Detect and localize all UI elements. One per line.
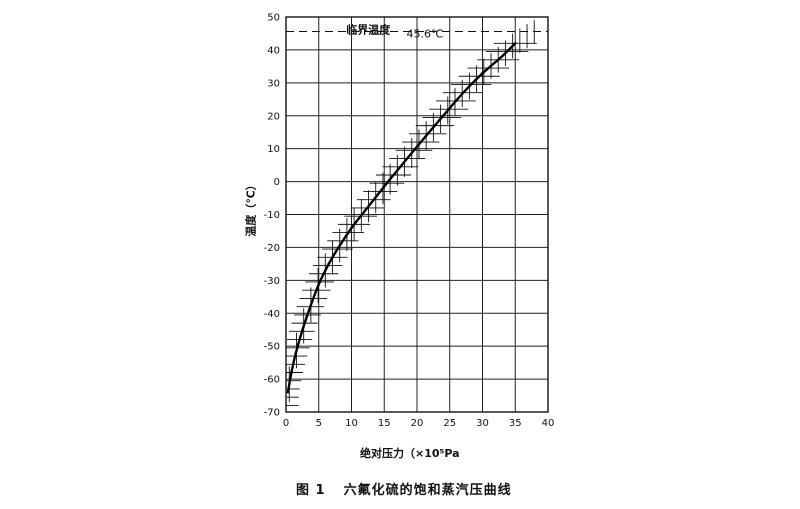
data-point	[389, 177, 392, 180]
figure-title: 六氟化硫的饱和蒸汽压曲线	[343, 483, 512, 498]
plot-frame	[285, 16, 549, 413]
x-tick-label: 30	[476, 418, 489, 429]
data-point	[376, 193, 379, 196]
y-tick-label: 10	[267, 144, 280, 155]
data-point	[514, 42, 517, 45]
y-tick-label: 50	[267, 13, 280, 24]
x-tick-label: 40	[542, 418, 555, 429]
annotation-layer: 临界温度 45.6℃	[286, 22, 548, 40]
y-tick-label: 20	[267, 111, 280, 122]
data-point	[461, 91, 465, 94]
data-point	[500, 55, 504, 58]
y-tick-label: -10	[264, 210, 280, 221]
data-point	[294, 351, 298, 354]
data-point	[405, 157, 409, 160]
y-axis-label: 温度（℃）	[244, 179, 258, 237]
y-tick-label: -40	[264, 309, 280, 320]
saturation-curve	[286, 42, 517, 394]
x-tick-label: 35	[509, 418, 522, 429]
data-point	[350, 226, 353, 229]
series-layer	[286, 42, 517, 394]
data-point	[317, 282, 320, 285]
data-point	[290, 371, 293, 374]
data-point	[481, 71, 484, 75]
data-point	[337, 246, 340, 249]
data-point	[309, 305, 312, 308]
x-tick-label: 20	[411, 418, 424, 429]
data-point	[301, 328, 304, 331]
critical-temperature-label: 临界温度	[346, 22, 391, 36]
y-tick-label: 30	[267, 78, 280, 89]
x-tick-label: 15	[378, 418, 391, 429]
tick-label-layer: 0 5 10 15 20 25 30 35 40 -70 -60 -50 -40 -30 -20 -10 0 10…	[264, 13, 555, 430]
y-tick-label: 0	[274, 177, 280, 188]
axes-layer	[285, 16, 549, 413]
y-tick-label: -60	[264, 375, 280, 386]
x-tick-label: 0	[283, 418, 289, 429]
data-point	[363, 210, 366, 213]
y-tick-label: -20	[264, 243, 280, 254]
data-point	[422, 137, 425, 140]
x-tick-label: 10	[345, 418, 358, 429]
y-tick-label: -50	[264, 342, 280, 353]
y-tick-label: -30	[264, 276, 280, 287]
y-tick-label: 40	[267, 45, 280, 56]
data-point	[286, 391, 290, 394]
figure-caption: 图 1 六氟化硫的饱和蒸汽压曲线	[296, 479, 512, 498]
y-tick-label: -70	[264, 408, 280, 419]
x-axis-label: 绝对压力（×10⁵Pa	[360, 447, 460, 460]
x-tick-label: 5	[316, 418, 322, 429]
figure-number: 图 1	[296, 483, 326, 498]
critical-temperature-value: 45.6℃	[407, 27, 444, 40]
grid-layer	[285, 16, 549, 413]
x-tick-label: 25	[443, 418, 456, 429]
hatch-layer	[286, 20, 537, 406]
data-point	[327, 262, 330, 266]
data-point	[442, 114, 445, 117]
